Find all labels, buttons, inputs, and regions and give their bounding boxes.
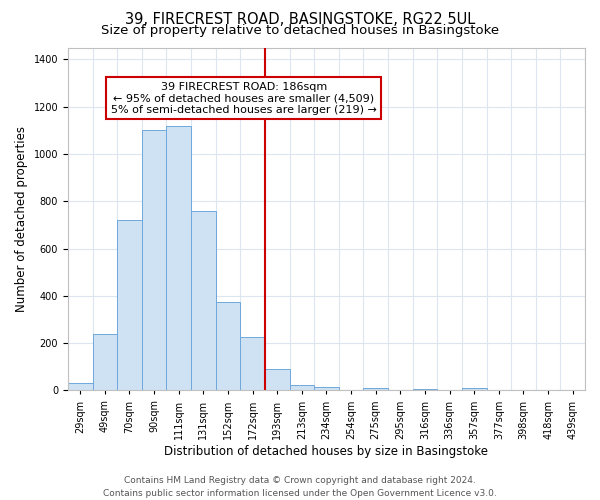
Text: Size of property relative to detached houses in Basingstoke: Size of property relative to detached ho… xyxy=(101,24,499,37)
Bar xyxy=(166,126,191,390)
X-axis label: Distribution of detached houses by size in Basingstoke: Distribution of detached houses by size … xyxy=(164,444,488,458)
Bar xyxy=(413,389,437,390)
Text: 39, FIRECREST ROAD, BASINGSTOKE, RG22 5UL: 39, FIRECREST ROAD, BASINGSTOKE, RG22 5U… xyxy=(125,12,475,28)
Bar xyxy=(117,220,142,390)
Bar xyxy=(240,337,265,390)
Bar xyxy=(364,388,388,390)
Bar xyxy=(215,302,240,390)
Bar xyxy=(92,334,117,390)
Text: 39 FIRECREST ROAD: 186sqm
← 95% of detached houses are smaller (4,509)
5% of sem: 39 FIRECREST ROAD: 186sqm ← 95% of detac… xyxy=(111,82,377,115)
Text: Contains HM Land Registry data © Crown copyright and database right 2024.
Contai: Contains HM Land Registry data © Crown c… xyxy=(103,476,497,498)
Bar xyxy=(68,384,92,390)
Bar xyxy=(314,387,339,390)
Bar xyxy=(265,369,290,390)
Bar xyxy=(462,388,487,390)
Y-axis label: Number of detached properties: Number of detached properties xyxy=(15,126,28,312)
Bar xyxy=(142,130,166,390)
Bar xyxy=(191,210,215,390)
Bar xyxy=(290,384,314,390)
